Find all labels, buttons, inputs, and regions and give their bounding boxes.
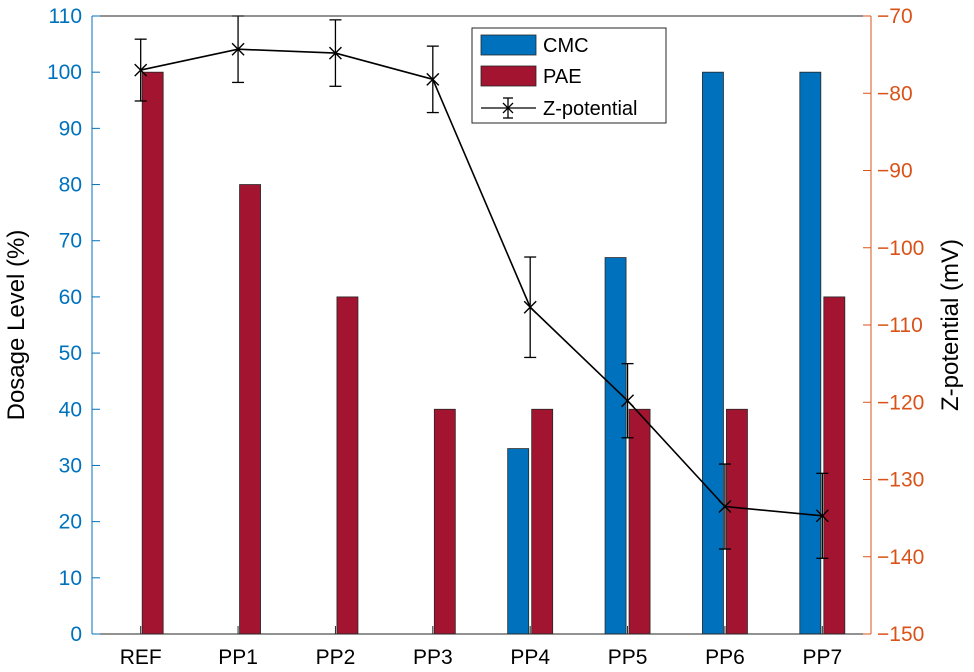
z-marker-b-pp5 — [621, 394, 635, 408]
y2-tick-label-120: −120 — [877, 391, 924, 414]
x-tick-label-pp7: PP7 — [802, 646, 842, 669]
y2-tick-label-110: −110 — [877, 314, 923, 337]
y-tick-label-0: 0 — [70, 623, 82, 646]
y-tick-label-70: 70 — [59, 230, 82, 253]
y-tick-label-50: 50 — [59, 342, 82, 365]
z-point-pp6 — [718, 500, 732, 514]
y2-tick-label-140: −140 — [877, 546, 924, 569]
y2-axis-label: Z-potential (mV) — [937, 239, 964, 411]
y-tick-label-40: 40 — [59, 398, 82, 421]
y2-tick-label-130: −130 — [877, 469, 924, 492]
legend-pae-swatch — [480, 65, 537, 87]
z-point-pp5 — [621, 394, 635, 408]
y-tick-label-60: 60 — [59, 286, 82, 309]
bar-cmc-pp5 — [604, 257, 627, 635]
z-marker-b-pp3 — [426, 72, 440, 86]
bar-pae-pp3 — [433, 408, 456, 635]
bar-pae-pp6 — [726, 408, 748, 635]
legend: CMC PAE Z-potential — [471, 27, 667, 124]
legend-zpotential-label: Z-potential — [543, 98, 638, 120]
x-tick-label-pp3: PP3 — [413, 646, 453, 669]
y2-tick-label-90: −90 — [877, 160, 913, 183]
z-marker-b-pp1 — [231, 42, 245, 56]
y-tick-label-30: 30 — [59, 454, 82, 477]
x-tick-label-pp2: PP2 — [316, 646, 356, 669]
z-point-ref — [134, 63, 148, 77]
z-point-pp3 — [426, 72, 440, 86]
x-tick-label-pp4: PP4 — [510, 646, 550, 669]
y2-tick-label-80: −80 — [877, 82, 913, 105]
bar-cmc-pp6 — [702, 71, 724, 635]
z-point-pp1 — [231, 42, 245, 56]
x-tick-label-pp1: PP1 — [218, 646, 258, 669]
y2-tick-label-100: −100 — [877, 237, 924, 260]
z-point-pp4 — [523, 300, 537, 314]
bar-pae-pp5 — [628, 408, 651, 635]
z-marker-b-pp7 — [815, 509, 829, 523]
bar-pae-pp2 — [336, 296, 359, 635]
x-tick-label-pp5: PP5 — [608, 646, 648, 669]
y2-tick-label-150: −150 — [877, 623, 924, 646]
y2-tick-label-70: −70 — [877, 5, 913, 28]
axes-layer: 0 10 20 30 40 50 60 70 80 90 100 110 −150 −140 −130 −12… — [47, 5, 924, 669]
z-potential-line — [140, 48, 823, 517]
bar-pae-pp4 — [531, 408, 554, 635]
z-marker-b-ref — [134, 63, 148, 77]
y-tick-label-10: 10 — [59, 567, 82, 590]
legend-pae-label: PAE — [543, 66, 582, 88]
bars-layer — [141, 71, 846, 635]
y-axis-label: Dosage Level (%) — [3, 230, 30, 421]
y-tick-label-90: 90 — [59, 117, 82, 140]
y-tick-label-110: 110 — [49, 5, 82, 28]
z-potential-layer — [134, 15, 829, 559]
bar-cmc-pp4 — [507, 448, 530, 635]
z-point-pp7 — [815, 509, 829, 523]
legend-zpotential-marker — [481, 97, 536, 119]
bar-cmc-pp7 — [799, 71, 822, 635]
legend-cmc-swatch — [480, 34, 537, 56]
x-tick-label-ref: REF — [120, 646, 162, 669]
bar-pae-pp7 — [823, 296, 846, 635]
z-marker-b-pp4 — [523, 300, 537, 314]
bar-pae-pp1 — [239, 184, 261, 635]
x-tick-label-pp6: PP6 — [705, 646, 745, 669]
bar-pae-ref — [141, 71, 164, 635]
z-point-pp2 — [328, 46, 342, 60]
y-tick-label-100: 100 — [47, 61, 82, 84]
y-tick-label-20: 20 — [59, 511, 82, 534]
y-tick-label-80: 80 — [59, 174, 82, 197]
z-marker-b-pp6 — [718, 500, 732, 514]
z-marker-b-pp2 — [328, 46, 342, 60]
legend-cmc-label: CMC — [543, 35, 589, 57]
